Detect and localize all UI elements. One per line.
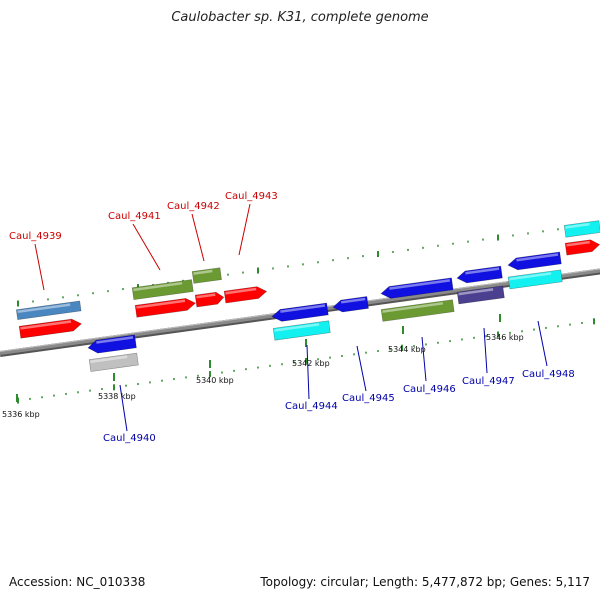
topology-label: Topology: circular; Length: 5,477,872 bp… [260, 575, 590, 589]
gene-gloss [274, 323, 320, 332]
gene-body [191, 267, 222, 284]
gene-label-caul-4940: Caul_4940 [103, 433, 156, 444]
gene-gloss [225, 287, 257, 295]
leader-line [238, 203, 251, 256]
gene-label-caul-4942: Caul_4942 [167, 201, 220, 212]
tick-label: 5342 kbp [292, 359, 330, 368]
gene-body [563, 220, 600, 238]
tick-label: 5338 kbp [98, 392, 136, 401]
gene-feature [191, 267, 222, 284]
leader-line [356, 345, 367, 392]
gene-body [131, 279, 194, 300]
gene-feature [380, 277, 454, 299]
gene-features [15, 220, 600, 372]
gene-body [271, 302, 329, 322]
gene-body [564, 239, 600, 256]
leader-line [191, 213, 205, 262]
gene-gloss [196, 293, 216, 299]
gene-gloss [20, 320, 72, 330]
leader-line [306, 344, 310, 400]
gene-body [380, 299, 455, 322]
gene-body [194, 291, 225, 308]
gene-feature [563, 220, 600, 238]
gene-feature [456, 285, 505, 305]
gene-body [332, 296, 369, 313]
leader-line [34, 243, 45, 291]
gene-feature [272, 320, 331, 341]
gene-body [456, 285, 505, 305]
leader-line [119, 384, 128, 432]
gene-body [507, 251, 562, 271]
leader-line [537, 320, 548, 367]
gene-label-caul-4948: Caul_4948 [522, 369, 575, 380]
gene-body [88, 352, 139, 372]
gene-label-caul-4947: Caul_4947 [462, 376, 515, 387]
gene-gloss [340, 297, 366, 304]
gene-body [507, 269, 563, 290]
leader-line [132, 223, 161, 271]
gene-gloss [509, 272, 552, 281]
gene-gloss [458, 288, 494, 296]
gene-label-caul-4943: Caul_4943 [225, 191, 278, 202]
gene-label-caul-4946: Caul_4946 [403, 384, 456, 395]
gene-labels: Caul_4939 Caul_4941 Caul_4942 Caul_4943 Caul… [9, 191, 575, 444]
gene-feature [131, 279, 194, 300]
gene-label-caul-4941: Caul_4941 [108, 211, 161, 222]
gene-body [15, 300, 82, 320]
accession-label: Accession: NC_010338 [9, 575, 146, 589]
tick-label: 5346 kbp [486, 333, 524, 342]
tick-label: 5336 kbp [2, 410, 40, 419]
gene-body [87, 334, 137, 354]
gene-gloss [389, 279, 451, 290]
gene-feature [15, 300, 82, 320]
gene-feature [18, 318, 82, 339]
gene-label-caul-4945: Caul_4945 [342, 393, 395, 404]
gene-label-caul-4939: Caul_4939 [9, 231, 62, 242]
gene-gloss [566, 240, 590, 247]
gene-gloss [565, 222, 590, 229]
gene-gloss [133, 281, 183, 292]
gene-gloss [17, 303, 71, 314]
gene-gloss [465, 267, 500, 275]
gene-body [272, 320, 331, 341]
tick-label: 5344 kbp [388, 345, 426, 354]
gene-gloss [136, 299, 186, 309]
gene-feature [380, 299, 455, 322]
gene-feature [456, 265, 503, 284]
gene-feature [271, 302, 329, 322]
gene-body [380, 277, 454, 299]
gene-body [223, 286, 268, 304]
gene-feature [87, 334, 137, 354]
gene-gloss [96, 336, 134, 344]
gene-feature [194, 291, 225, 308]
gene-gloss [280, 304, 326, 313]
gene-gloss [90, 355, 128, 364]
gene-feature [564, 239, 600, 256]
gene-feature [223, 286, 268, 304]
leader-line [421, 336, 427, 382]
leader-line [483, 327, 488, 374]
gene-feature [88, 352, 139, 372]
gene-gloss [382, 302, 444, 313]
gene-gloss [193, 269, 213, 275]
gene-feature [332, 296, 369, 313]
gene-gloss [516, 253, 559, 262]
scale-ticks: 5336 kbp 5338 kbp 5340 kbp 5342 kbp 5344 kbp… [2, 314, 524, 419]
gene-body [456, 265, 503, 284]
gene-label-caul-4944: Caul_4944 [285, 401, 338, 412]
map-title: Caulobacter sp. K31, complete genome [171, 10, 429, 25]
gene-feature [507, 251, 562, 271]
gene-feature [134, 298, 196, 318]
gene-feature [507, 269, 563, 290]
gene-body [18, 318, 82, 339]
gene-body [134, 298, 196, 318]
tick-label: 5340 kbp [196, 376, 234, 385]
